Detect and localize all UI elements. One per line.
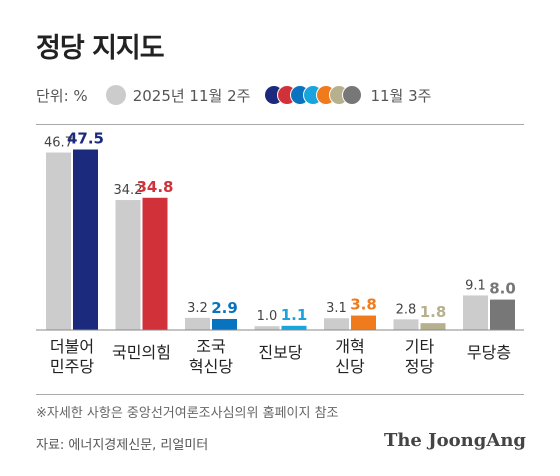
bottom-divider [36, 394, 524, 395]
value-label-curr-1: 34.8 [136, 178, 173, 196]
bar-curr-0 [73, 149, 98, 330]
category-label-1-0: 국민의힘 [112, 343, 171, 362]
bar-curr-4 [351, 315, 376, 330]
category-label-0-1: 민주당 [50, 357, 94, 376]
unit-label: 단위: % [36, 86, 88, 105]
bar-prev-3 [254, 326, 280, 330]
bar-prev-2 [185, 317, 210, 330]
chart-title: 정당 지지도 [36, 33, 165, 64]
bar-prev-1 [115, 200, 141, 330]
legend-swatch-prev [105, 85, 126, 105]
value-label-prev-4: 3.1 [326, 301, 347, 316]
value-label-prev-2: 3.2 [187, 301, 208, 316]
category-label-0-0: 더불어 [50, 337, 94, 356]
value-label-prev-0: 46.7 [44, 136, 73, 151]
value-label-prev-3: 1.0 [257, 309, 278, 324]
value-label-curr-3: 1.1 [281, 306, 308, 324]
value-label-curr-0: 47.5 [67, 130, 104, 148]
category-label-5-1: 정당 [405, 357, 435, 376]
value-label-prev-1: 34.2 [114, 183, 143, 198]
publisher-logo: The JoongAng [383, 430, 526, 451]
category-label-4-0: 개혁 [335, 337, 364, 356]
value-label-prev-5: 2.8 [396, 302, 417, 317]
legend-swatch-curr-6 [342, 85, 363, 105]
legend-swatch-curr-group [264, 85, 363, 105]
category-label-3-0: 진보당 [258, 343, 302, 362]
bar-curr-6 [490, 299, 515, 330]
category-label-2-0: 조국 [196, 337, 225, 356]
bar-curr-1 [142, 197, 168, 330]
bar-curr-5 [420, 323, 446, 330]
bar-curr-3 [281, 325, 307, 330]
category-label-6-0: 무당층 [467, 343, 511, 362]
legend-label-prev: 2025년 11월 2주 [132, 86, 251, 105]
bar-prev-0 [46, 152, 71, 330]
bar-prev-6 [463, 295, 488, 330]
value-label-prev-6: 9.1 [465, 278, 486, 293]
top-divider [36, 124, 524, 125]
bar-prev-5 [393, 319, 419, 330]
footnote: ※자세한 사항은 중앙선거여론조사심의위 홈페이지 참조 [36, 406, 339, 421]
category-label-4-1: 신당 [335, 357, 365, 376]
source: 자료: 에너지경제신문, 리얼미터 [36, 438, 209, 453]
category-label-5-0: 기타 [405, 337, 435, 356]
bar-curr-2 [212, 318, 237, 330]
category-label-2-1: 혁신당 [189, 357, 233, 376]
value-label-curr-4: 3.8 [350, 296, 377, 314]
value-label-curr-6: 8.0 [489, 280, 516, 298]
legend: 단위: % 2025년 11월 2주 11월 3주 [36, 84, 431, 106]
bar-prev-4 [324, 318, 349, 330]
value-label-curr-2: 2.9 [211, 299, 238, 317]
legend-label-curr: 11월 3주 [370, 86, 432, 105]
value-label-curr-5: 1.8 [420, 303, 447, 321]
